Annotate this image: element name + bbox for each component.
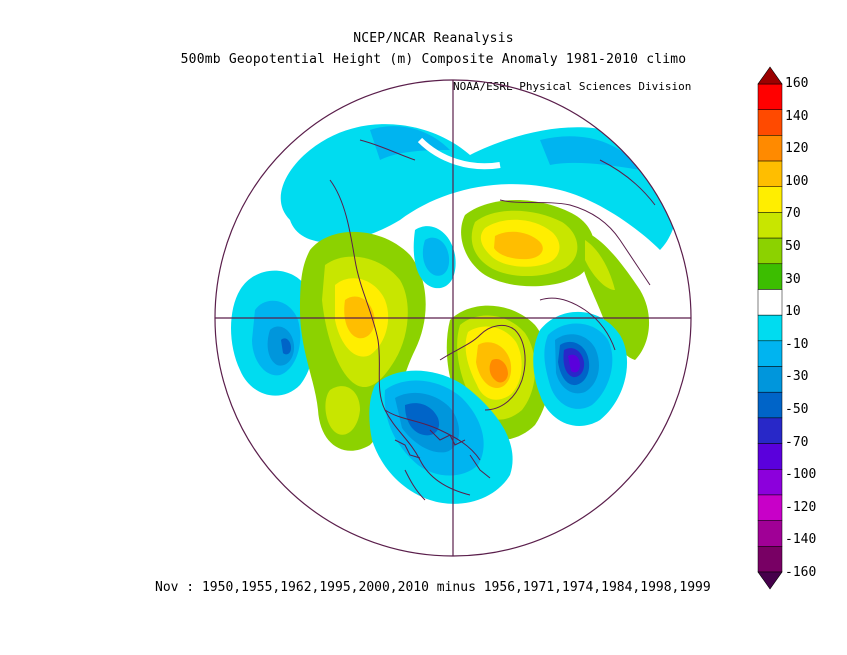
anomaly-field	[231, 124, 678, 504]
colorbar-segment	[757, 263, 783, 290]
colorbar-segment	[757, 417, 783, 444]
colorbar-tick-label: -100	[785, 467, 817, 483]
colorbar-segment	[757, 109, 783, 136]
map-subtitle: 500mb Geopotential Height (m) Composite …	[180, 52, 687, 67]
colorbar-tick-label: 120	[785, 141, 809, 157]
credit-text: NOAA/ESRL Physical Sciences Division	[453, 80, 692, 93]
colorbar-segment	[757, 83, 783, 110]
colorbar-tick-label: 10	[785, 304, 801, 320]
colorbar-segment	[757, 494, 783, 521]
colorbar-tick-label: -160	[785, 565, 817, 580]
map-title: NCEP/NCAR Reanalysis	[353, 31, 514, 46]
colorbar-segment	[757, 135, 783, 162]
colorbar-segment	[757, 443, 783, 470]
colorbar-tick-label: -10	[785, 336, 809, 352]
colorbar-tick-label: -50	[785, 402, 809, 417]
colorbar-tick-label: -120	[785, 499, 817, 515]
colorbar-top-arrow	[757, 66, 783, 85]
colorbar-segment	[757, 212, 783, 239]
graticule	[214, 79, 692, 557]
colorbar-segment	[757, 366, 783, 393]
colorbar-tick-label: -30	[785, 369, 809, 385]
colorbar-segment	[757, 520, 783, 547]
colorbar-segment	[757, 340, 783, 367]
colorbar-tick-label: 160	[785, 76, 809, 91]
colorbar-tick-label: 30	[785, 271, 801, 287]
coastlines	[329, 139, 656, 501]
colorbar-segment	[757, 160, 783, 187]
colorbar-tick-label: 70	[785, 206, 801, 222]
colorbar-bottom-arrow	[757, 571, 783, 590]
colorbar-tick-label: -70	[785, 434, 809, 450]
colorbar-tick-label: -140	[785, 532, 817, 548]
colorbar-tick-label: 140	[785, 108, 809, 124]
colorbar-segment	[757, 546, 783, 573]
colorbar-segment	[757, 186, 783, 213]
colorbar-segment	[757, 237, 783, 265]
colorbar-segment	[757, 469, 783, 496]
colorbar-tick-label: 50	[785, 239, 801, 254]
colorbar-segment	[757, 289, 783, 316]
color-scale	[757, 66, 783, 590]
colorbar-segment	[757, 391, 783, 419]
colorbar-tick-label: 100	[785, 173, 809, 189]
colorbar-segment	[757, 314, 783, 342]
composite-caption: Nov : 1950,1955,1962,1995,2000,2010 minu…	[155, 580, 711, 595]
